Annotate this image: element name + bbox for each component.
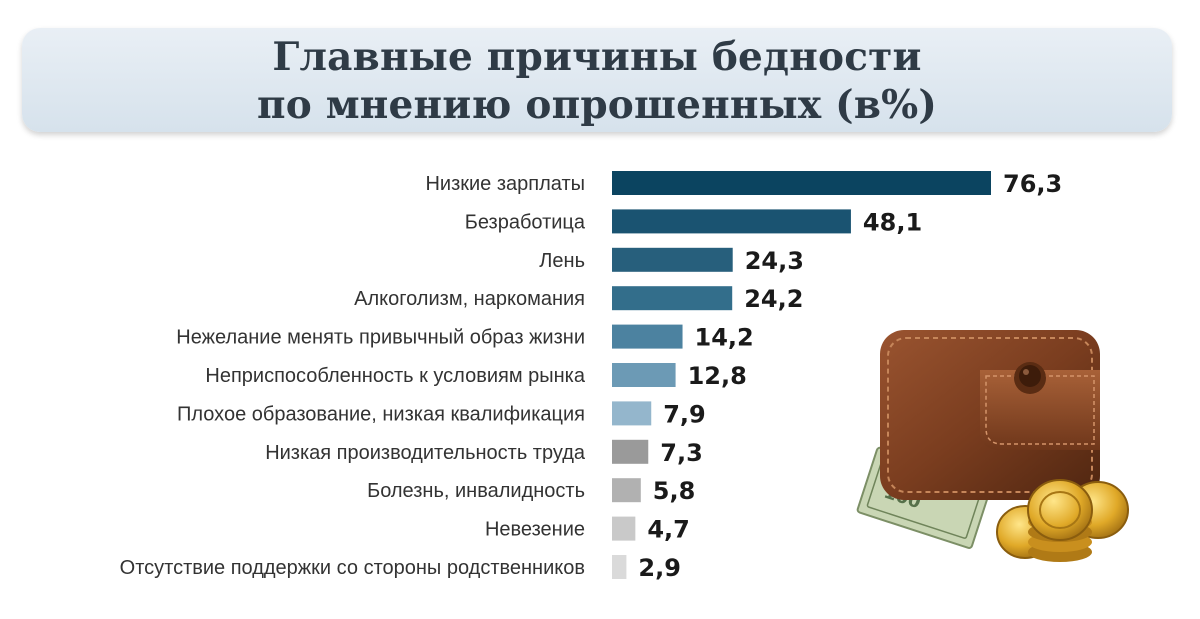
- category-label: Болезнь, инвалидность: [367, 480, 585, 502]
- bar: [612, 555, 627, 579]
- value-label: 76,3: [1003, 170, 1062, 198]
- wallet-with-money-and-coins-icon: 100: [856, 330, 1129, 562]
- category-label: Низкая производительность труда: [265, 442, 586, 464]
- chart-title-line-1: Главные причины бедности: [272, 34, 922, 80]
- category-label: Неприспособленность к условиям рынка: [205, 365, 585, 387]
- bar: [612, 247, 733, 272]
- bar: [612, 209, 851, 234]
- category-label: Плохое образование, низкая квалификация: [177, 403, 585, 425]
- bar: [612, 401, 652, 426]
- value-label: 12,8: [688, 362, 747, 390]
- category-label: Лень: [539, 250, 585, 272]
- bar: [612, 324, 683, 349]
- coin-stack: [1027, 479, 1093, 562]
- value-label: 24,3: [745, 247, 804, 275]
- value-label: 48,1: [863, 208, 922, 236]
- value-label: 24,2: [744, 285, 803, 313]
- bar: [612, 478, 641, 503]
- title-banner: Главные причины бедности по мнению опрош…: [22, 28, 1172, 132]
- value-label: 5,8: [653, 477, 696, 505]
- bar: [612, 516, 636, 541]
- bar: [612, 171, 991, 195]
- bar: [612, 439, 649, 464]
- value-label: 7,3: [660, 439, 703, 467]
- category-label: Отсутствие поддержки со стороны родствен…: [120, 557, 585, 579]
- bar: [612, 286, 733, 311]
- category-label: Нежелание менять привычный образ жизни: [176, 327, 585, 349]
- bar: [612, 363, 676, 387]
- value-label: 4,7: [647, 516, 690, 544]
- category-label: Безработица: [465, 211, 586, 233]
- category-label: Невезение: [485, 519, 585, 541]
- chart-title-line-2: по мнению опрошенных (в%): [256, 82, 938, 128]
- value-label: 2,9: [638, 554, 681, 582]
- category-label: Низкие зарплаты: [425, 173, 585, 195]
- value-label: 14,2: [695, 324, 754, 352]
- value-label: 7,9: [663, 400, 706, 428]
- category-label: Алкоголизм, наркомания: [354, 288, 585, 310]
